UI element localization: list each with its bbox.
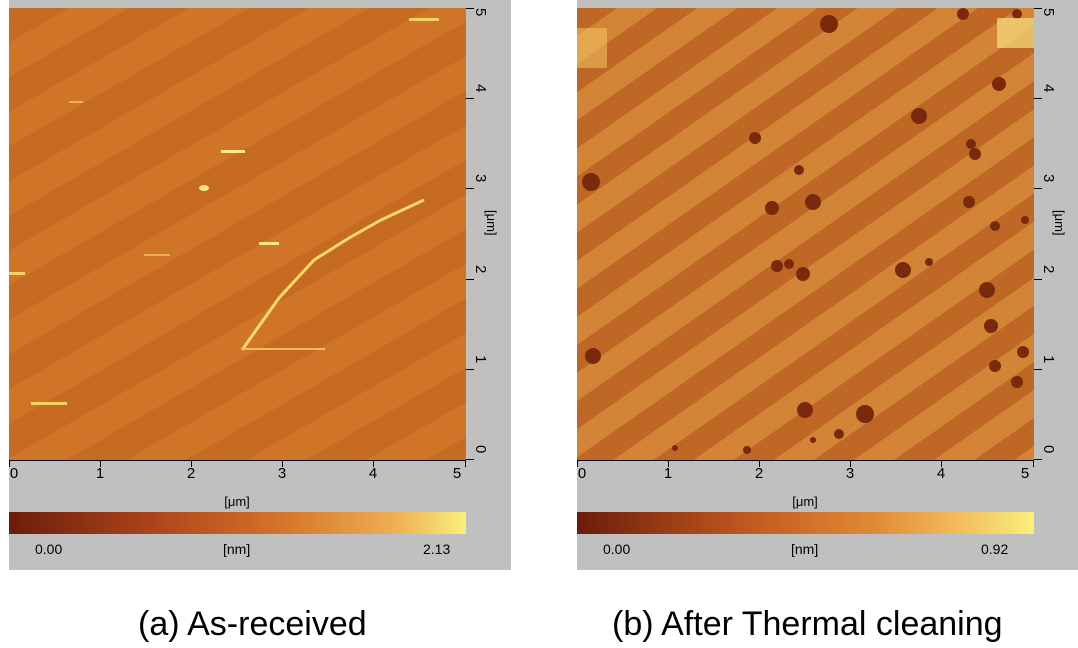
x-tick-label: 1	[663, 465, 673, 482]
y-tick-label: 3	[472, 174, 489, 183]
caption-after-thermal-cleaning: (b) After Thermal cleaning	[612, 605, 1003, 643]
caption-as-received: (a) As-received	[138, 605, 367, 643]
x-tick	[373, 460, 374, 467]
y-tick-label: 4	[1040, 84, 1057, 93]
colorbar-unit-label: [nm]	[791, 541, 819, 557]
y-tick-label: 0	[472, 445, 489, 454]
y-tick-label: 5	[472, 8, 489, 17]
x-tick-label: 3	[277, 465, 287, 482]
y-tick-label: 2	[472, 265, 489, 274]
x-tick-label: 3	[845, 465, 855, 482]
y-tick-label: 5	[1040, 8, 1057, 17]
x-tick	[668, 460, 669, 467]
x-axis-unit: [μm]	[792, 494, 818, 509]
x-axis: 0 1 2 3 4 5 [μm]	[577, 460, 1034, 510]
colorbar-min-label: 0.00	[35, 541, 63, 557]
afm-image-after-thermal-cleaning	[577, 8, 1034, 460]
x-axis-unit: [μm]	[224, 494, 250, 509]
x-tick-label: 4	[368, 465, 378, 482]
y-tick-label: 4	[472, 84, 489, 93]
afm-panel-as-received: 0 1 2 3 4 5 0 1 2 3 4 5 [μm] [μm] 0.00 […	[9, 0, 511, 570]
y-axis: 0 1 2 3 4 5	[466, 8, 511, 460]
y-tick-label: 3	[1040, 174, 1057, 183]
y-tick	[466, 188, 474, 189]
colorbar-max-label: 2.13	[423, 541, 451, 557]
x-axis: 0 1 2 3 4 5 [μm]	[9, 460, 466, 510]
y-tick	[466, 459, 474, 460]
x-tick	[577, 460, 578, 467]
y-axis: 0 1 2 3 4 5	[1034, 8, 1078, 460]
afm-panel-after-thermal-cleaning: 0 1 2 3 4 5 0 1 2 3 4 5 [μm] [μm] 0.00 […	[577, 0, 1078, 570]
afm-image-as-received	[9, 8, 466, 460]
y-tick	[1034, 188, 1042, 189]
x-tick	[191, 460, 192, 467]
y-tick	[1034, 8, 1042, 9]
y-tick	[1034, 98, 1042, 99]
y-tick	[1034, 369, 1042, 370]
x-tick-label: 2	[186, 465, 196, 482]
x-tick-label: 5	[452, 465, 462, 482]
x-tick	[282, 460, 283, 467]
y-axis-unit: [μm]	[484, 210, 499, 236]
x-tick-label: 5	[1020, 465, 1030, 482]
x-tick	[465, 460, 466, 467]
y-axis-unit: [μm]	[1052, 210, 1067, 236]
x-tick-label: 0	[577, 465, 587, 482]
y-tick-label: 0	[1040, 445, 1057, 454]
x-tick-label: 1	[95, 465, 105, 482]
x-tick-label: 0	[9, 465, 19, 482]
y-tick	[466, 279, 474, 280]
y-tick	[1034, 279, 1042, 280]
x-tick	[850, 460, 851, 467]
y-tick-label: 2	[1040, 265, 1057, 274]
colorbar	[9, 512, 466, 534]
x-tick	[9, 460, 10, 467]
colorbar-min-label: 0.00	[603, 541, 631, 557]
x-tick	[941, 460, 942, 467]
y-tick	[466, 98, 474, 99]
y-tick	[466, 8, 474, 9]
y-tick-label: 1	[472, 355, 489, 364]
x-tick	[1033, 460, 1034, 467]
colorbar	[577, 512, 1034, 534]
y-tick	[466, 369, 474, 370]
y-tick	[1034, 459, 1042, 460]
x-tick-label: 4	[936, 465, 946, 482]
x-tick-label: 2	[754, 465, 764, 482]
colorbar-max-label: 0.92	[981, 541, 1009, 557]
x-tick	[100, 460, 101, 467]
colorbar-unit-label: [nm]	[223, 541, 251, 557]
y-tick-label: 1	[1040, 355, 1057, 364]
x-tick	[759, 460, 760, 467]
